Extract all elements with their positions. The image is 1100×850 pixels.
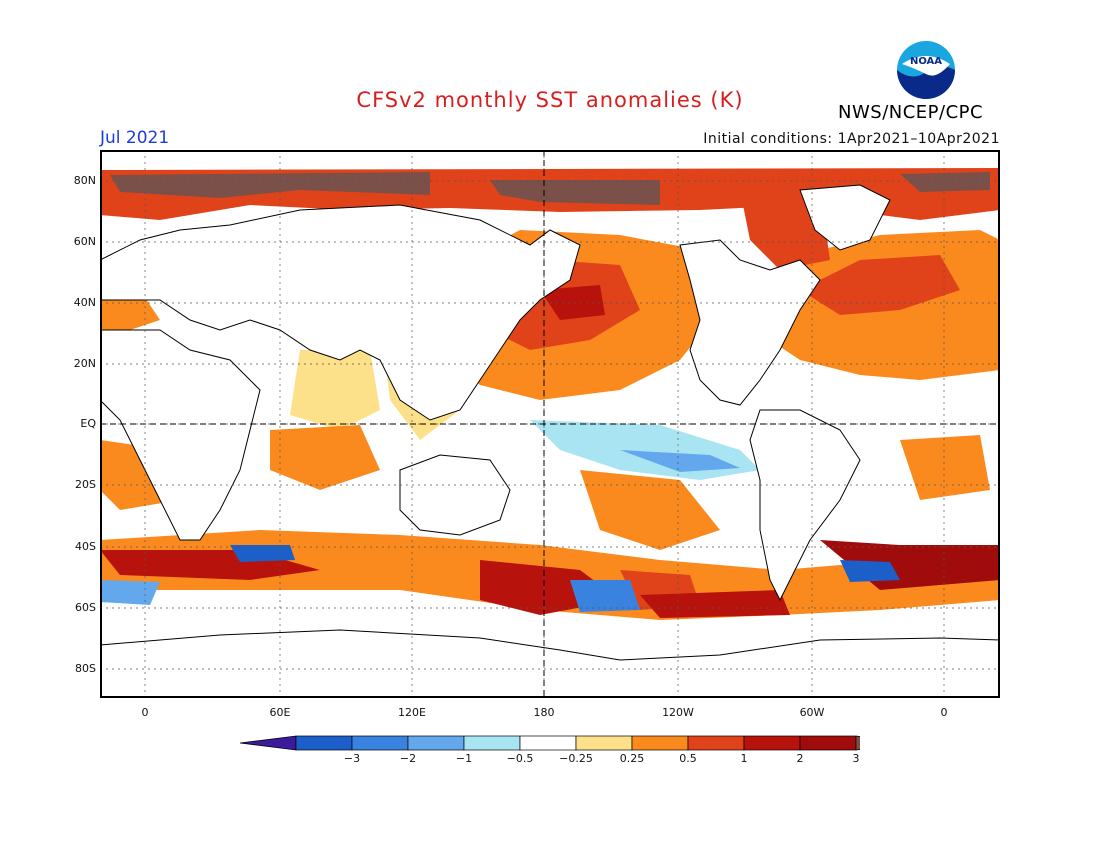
- colorbar-segment: [407, 735, 465, 751]
- colorbar-tick-label: −2: [399, 752, 417, 765]
- initial-conditions: Initial conditions: 1Apr2021–10Apr2021: [703, 131, 1000, 147]
- lat-tick-label: 20S: [75, 478, 96, 491]
- lat-tick-label: 60S: [75, 601, 96, 614]
- colorbar-segment: [295, 735, 353, 751]
- colorbar-tick-label: −1: [455, 752, 473, 765]
- colorbar-tick-label: −3: [343, 752, 361, 765]
- noaa-logo: NOAA: [896, 40, 956, 100]
- colorbar-segment: [351, 735, 409, 751]
- lat-tick-label: 40N: [73, 296, 96, 309]
- continents: [100, 184, 1000, 698]
- org-label: NWS/NCEP/CPC: [838, 102, 984, 123]
- colorbar-high-triangle: [855, 735, 913, 751]
- colorbar: [239, 734, 913, 756]
- lon-tick-label: 120W: [662, 706, 694, 719]
- sst-anomaly-map: [100, 150, 1000, 698]
- colorbar-tick-label: 3: [852, 752, 860, 765]
- lon-tick-label: 0: [141, 706, 149, 719]
- lat-tick-label: 20N: [73, 357, 96, 370]
- lon-tick-label: 120E: [398, 706, 426, 719]
- lon-tick-label: 0: [940, 706, 948, 719]
- lon-tick-label: 60W: [799, 706, 825, 719]
- lat-tick-label: EQ: [80, 417, 96, 430]
- colorbar-segment: [631, 735, 689, 751]
- lat-tick-label: 40S: [75, 540, 96, 553]
- logo-text: NOAA: [910, 56, 942, 67]
- colorbar-tick-label: −0.5: [506, 752, 534, 765]
- colorbar-segment: [519, 735, 577, 751]
- forecast-month: Jul 2021: [100, 128, 170, 148]
- colorbar-tick-label: 1: [740, 752, 748, 765]
- colorbar-tick-label: 0.25: [619, 752, 645, 765]
- lat-tick-label: 60N: [73, 235, 96, 248]
- colorbar-tick-label: 2: [796, 752, 804, 765]
- colorbar-tick-label: 0.5: [679, 752, 697, 765]
- lat-tick-label: 80N: [73, 174, 96, 187]
- colorbar-segment: [743, 735, 801, 751]
- colorbar-low-triangle: [239, 735, 297, 751]
- colorbar-segment: [799, 735, 857, 751]
- lat-tick-label: 80S: [75, 662, 96, 675]
- colorbar-segment: [575, 735, 633, 751]
- colorbar-segment: [687, 735, 745, 751]
- chart-title: CFSv2 monthly SST anomalies (K): [356, 88, 744, 112]
- map-border: [100, 150, 1000, 698]
- colorbar-segment: [463, 735, 521, 751]
- lon-tick-label: 60E: [269, 706, 291, 719]
- colorbar-tick-label: −0.25: [559, 752, 593, 765]
- lon-tick-label: 180: [533, 706, 555, 719]
